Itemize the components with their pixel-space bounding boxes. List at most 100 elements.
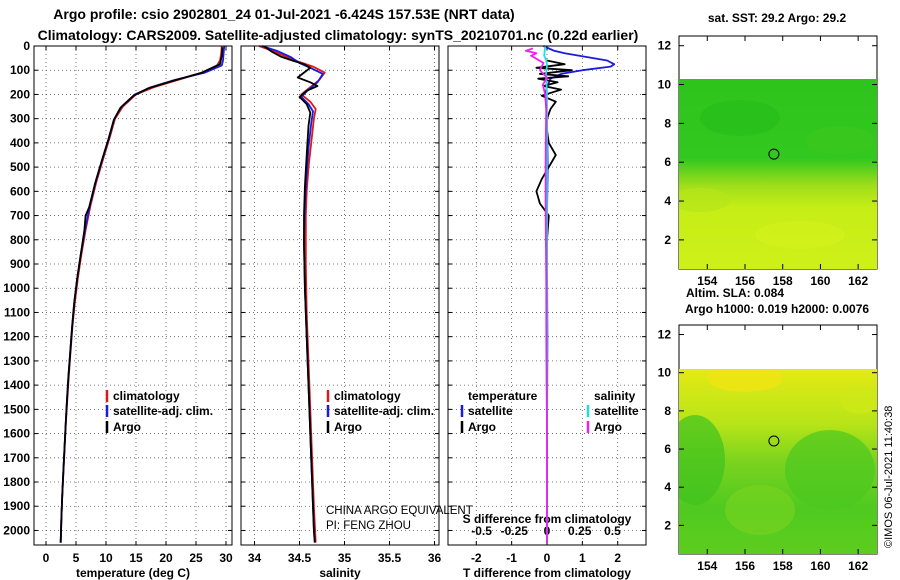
secondary-x-tick-label: 0.25 xyxy=(568,524,592,538)
plot-frame xyxy=(240,45,440,546)
y-tick-label: 1000 xyxy=(3,281,30,295)
x-tick-label: 34 xyxy=(248,551,262,565)
sla-patches xyxy=(679,369,877,535)
temperature-panel: 0100200300400500600700800900100011001200… xyxy=(3,39,233,580)
sst-patches xyxy=(679,100,875,249)
legend-label-temp-satellite: satellite xyxy=(468,404,513,418)
pi-note: PI: FENG ZHOU xyxy=(326,520,411,532)
y-tick-label: 400 xyxy=(10,136,30,150)
x-axis-label: salinity xyxy=(319,566,361,580)
legend-label-climatology: climatology xyxy=(334,389,401,403)
legend-label-argo: Argo xyxy=(113,420,141,434)
map-x-tick-label: 160 xyxy=(810,559,830,573)
map-y-tick-label: 12 xyxy=(658,328,672,342)
x-tick-label: 1 xyxy=(579,551,586,565)
y-tick-label: 0 xyxy=(23,39,30,53)
map-y-tick-label: 4 xyxy=(664,480,671,494)
series-line-salinity-argo xyxy=(524,47,548,543)
map-y-tick-label: 6 xyxy=(664,442,671,456)
imos-stamp: ©IMOS 06-Jul-2021 11:40:38 xyxy=(883,406,895,548)
x-tick-label: 15 xyxy=(129,551,143,565)
legend-label-argo: Argo xyxy=(334,420,362,434)
x-axis-label: temperature (deg C) xyxy=(76,566,190,580)
x-tick-label: 0 xyxy=(544,551,551,565)
x-tick-label: 30 xyxy=(219,551,233,565)
series-line-argo xyxy=(59,47,224,543)
sla-map-subtitle: Argo h1000: 0.019 h2000: 0.0076 xyxy=(685,302,869,316)
y-tick-label: 600 xyxy=(10,184,30,198)
sla-map: 154 156 158 160 162 2 4 6 8 10 12 xyxy=(658,324,878,573)
map-y-tick-label: 2 xyxy=(664,233,671,247)
legend-heading-temperature: temperature xyxy=(468,389,538,403)
legend-label-satellite: satellite-adj. clim. xyxy=(334,404,434,418)
sst-profile-marker xyxy=(768,148,780,160)
program-note: CHINA ARGO EQUIVALENT xyxy=(326,505,473,517)
sst-map-title: sat. SST: 29.2 Argo: 29.2 xyxy=(708,11,847,25)
y-tick-label: 300 xyxy=(10,112,30,126)
map-y-tick-label: 8 xyxy=(664,404,671,418)
map-y-tick-label: 2 xyxy=(664,518,671,532)
series-line-argo xyxy=(262,45,319,543)
y-tick-label: 2000 xyxy=(3,523,30,537)
y-tick-label: 1300 xyxy=(3,354,30,368)
y-tick-label: 500 xyxy=(10,160,30,174)
y-tick-label: 1800 xyxy=(3,475,30,489)
y-tick-label: 800 xyxy=(10,233,30,247)
map-x-tick-label: 156 xyxy=(735,559,755,573)
map-x-tick-label: 162 xyxy=(848,274,868,288)
y-tick-label: 700 xyxy=(10,209,30,223)
legend-label-sal-argo: Argo xyxy=(594,420,622,434)
secondary-x-tick-label: 0.5 xyxy=(604,524,621,538)
y-tick-label: 1900 xyxy=(3,499,30,513)
plot-area xyxy=(241,46,439,545)
legend-label-satellite: satellite-adj. clim. xyxy=(113,404,213,418)
x-tick-label: 5 xyxy=(73,551,80,565)
plot-frame xyxy=(33,45,233,546)
plot-frame xyxy=(447,45,647,546)
map-y-tick-label: 12 xyxy=(658,39,672,53)
legend-label-climatology: climatology xyxy=(113,389,180,403)
y-tick-label: 1600 xyxy=(3,427,30,441)
sst-map-axes: 154 156 158 160 162 2 4 6 8 10 12 xyxy=(658,36,877,288)
x-axis-label: T difference from climatology xyxy=(463,566,631,580)
x-tick-label: 35 xyxy=(338,551,352,565)
map-y-tick-label: 6 xyxy=(664,155,671,169)
map-x-tick-label: 158 xyxy=(773,559,793,573)
y-tick-label: 1700 xyxy=(3,451,30,465)
y-tick-label: 200 xyxy=(10,87,30,101)
map-y-tick-label: 10 xyxy=(658,78,672,92)
x-tick-label: 35.5 xyxy=(378,551,402,565)
x-tick-label: 34.5 xyxy=(288,551,312,565)
x-tick-label: 0 xyxy=(43,551,50,565)
title-line-2: Climatology: CARS2009. Satellite-adjuste… xyxy=(38,27,639,43)
temperature-legend: climatology satellite-adj. clim. Argo xyxy=(105,389,213,434)
plot-area xyxy=(34,46,232,545)
sst-map: 154 156 158 160 162 2 4 6 8 10 12 xyxy=(658,35,878,288)
sla-map-title: Altim. SLA: 0.084 xyxy=(686,286,784,300)
legend-label-sal-satellite: satellite xyxy=(594,404,639,418)
map-y-tick-label: 8 xyxy=(664,116,671,130)
y-tick-label: 1200 xyxy=(3,330,30,344)
map-x-tick-label: 162 xyxy=(848,559,868,573)
map-x-tick-label: 154 xyxy=(697,559,717,573)
legend-heading-salinity: salinity xyxy=(594,389,636,403)
difference-legend: temperature satellite Argo salinity sate… xyxy=(460,389,639,434)
y-tick-label: 100 xyxy=(10,63,30,77)
map-x-tick-label: 156 xyxy=(735,274,755,288)
map-y-tick-label: 4 xyxy=(664,194,671,208)
map-x-tick-label: 154 xyxy=(697,274,717,288)
sla-map-axes: 154 156 158 160 162 2 4 6 8 10 12 xyxy=(658,325,877,573)
map-y-tick-label: 10 xyxy=(658,366,672,380)
x-tick-label: -2 xyxy=(471,551,482,565)
map-x-tick-label: 158 xyxy=(773,274,793,288)
x-tick-label: 10 xyxy=(99,551,113,565)
y-tick-label: 900 xyxy=(10,257,30,271)
salinity-legend: climatology satellite-adj. clim. Argo xyxy=(326,389,434,434)
x-tick-label: 2 xyxy=(614,551,621,565)
x-tick-label: -1 xyxy=(506,551,517,565)
title-line-1: Argo profile: csio 2902801_24 01-Jul-202… xyxy=(53,6,514,22)
y-tick-label: 1100 xyxy=(4,305,30,319)
x-tick-label: 25 xyxy=(189,551,203,565)
salinity-panel: 34 34.5 35 35.5 36 salinity xyxy=(240,45,441,580)
